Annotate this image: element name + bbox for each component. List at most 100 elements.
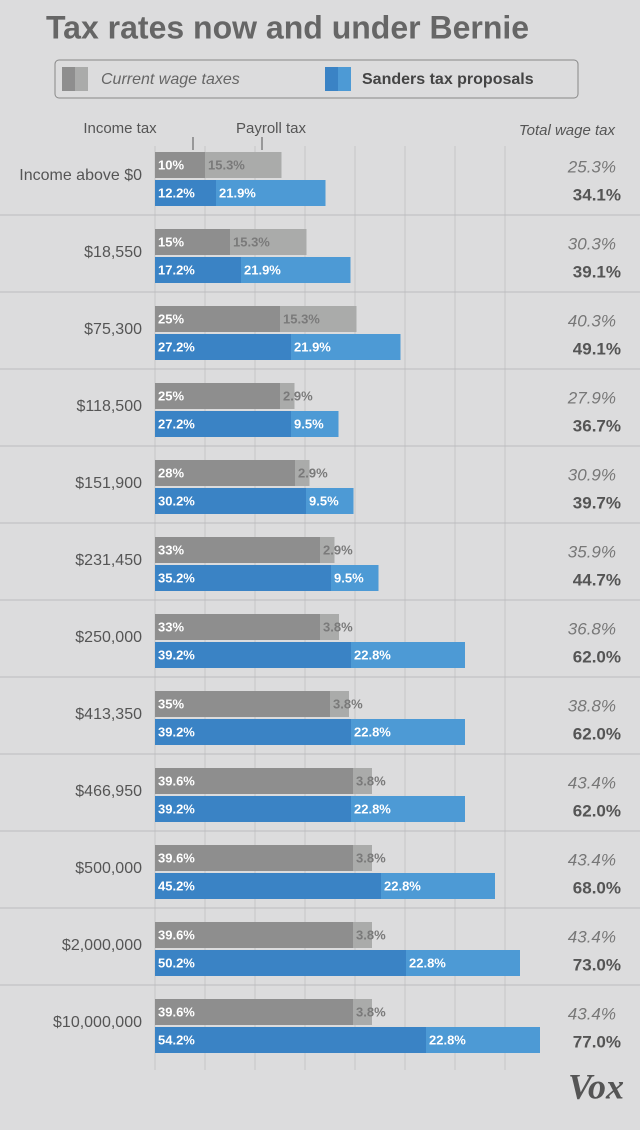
income-bar — [155, 152, 205, 178]
payroll-value-label: 22.8% — [384, 878, 421, 893]
income-bar — [155, 257, 241, 283]
total-label: 62.0% — [573, 647, 621, 666]
total-label: 34.1% — [573, 185, 621, 204]
payroll-value-label: 3.8% — [356, 850, 386, 865]
income-bar — [155, 488, 306, 514]
payroll-bar — [280, 383, 295, 409]
total-label: 73.0% — [573, 955, 621, 974]
income-bar — [155, 180, 216, 206]
income-bar — [155, 334, 291, 360]
income-value-label: 39.6% — [158, 1004, 195, 1019]
total-label: 43.4% — [568, 1004, 616, 1023]
payroll-bar — [381, 873, 495, 899]
payroll-bar — [353, 768, 372, 794]
category-label: $250,000 — [75, 629, 142, 646]
payroll-bar — [331, 565, 379, 591]
income-bar — [155, 306, 280, 332]
income-bar — [155, 614, 320, 640]
legend-label: Sanders tax proposals — [362, 71, 534, 88]
payroll-value-label: 2.9% — [323, 542, 353, 557]
legend-swatch — [75, 67, 88, 91]
income-value-label: 45.2% — [158, 878, 195, 893]
income-value-label: 27.2% — [158, 416, 195, 431]
payroll-bar — [306, 488, 354, 514]
income-value-label: 39.6% — [158, 927, 195, 942]
income-bar — [155, 873, 381, 899]
payroll-value-label: 21.9% — [244, 262, 281, 277]
income-bar — [155, 950, 406, 976]
payroll-value-label: 22.8% — [354, 801, 391, 816]
legend-box — [54, 59, 579, 99]
income-bar — [155, 642, 351, 668]
total-label: 35.9% — [568, 542, 616, 561]
total-label: 68.0% — [573, 878, 621, 897]
total-label: 30.9% — [568, 465, 616, 484]
payroll-value-label: 3.8% — [356, 773, 386, 788]
income-bar — [155, 691, 330, 717]
total-label: 43.4% — [568, 927, 616, 946]
payroll-bar — [205, 152, 282, 178]
income-value-label: 17.2% — [158, 262, 195, 277]
payroll-value-label: 22.8% — [429, 1032, 466, 1047]
income-value-label: 39.6% — [158, 773, 195, 788]
income-bar — [155, 537, 320, 563]
legend-label: Current wage taxes — [101, 71, 240, 88]
total-label: 44.7% — [573, 570, 621, 589]
payroll-bar — [230, 229, 307, 255]
income-value-label: 25% — [158, 388, 184, 403]
total-label: 43.4% — [568, 773, 616, 792]
column-label: Payroll tax — [236, 120, 307, 137]
income-value-label: 54.2% — [158, 1032, 195, 1047]
income-bar — [155, 719, 351, 745]
income-value-label: 39.2% — [158, 724, 195, 739]
payroll-bar — [406, 950, 520, 976]
logo: Vox — [568, 1066, 624, 1106]
income-bar — [155, 229, 230, 255]
category-label: $466,950 — [75, 783, 142, 800]
category-label: $75,300 — [84, 321, 142, 338]
category-label: $2,000,000 — [62, 937, 142, 954]
payroll-bar — [295, 460, 310, 486]
total-label: 43.4% — [568, 850, 616, 869]
total-label: 39.1% — [573, 262, 621, 281]
payroll-bar — [320, 614, 339, 640]
income-value-label: 25% — [158, 311, 184, 326]
total-label: 40.3% — [568, 311, 616, 330]
legend-swatch — [325, 67, 338, 91]
income-bar — [155, 796, 351, 822]
income-bar — [155, 999, 353, 1025]
payroll-value-label: 15.3% — [208, 157, 245, 172]
income-value-label: 30.2% — [158, 493, 195, 508]
total-label: 77.0% — [573, 1032, 621, 1051]
income-bar — [155, 845, 353, 871]
income-value-label: 33% — [158, 542, 184, 557]
income-value-label: 35.2% — [158, 570, 195, 585]
legend-swatch — [62, 67, 75, 91]
income-bar — [155, 768, 353, 794]
income-value-label: 15% — [158, 234, 184, 249]
chart-title: Tax rates now and under Bernie — [46, 9, 529, 45]
income-value-label: 27.2% — [158, 339, 195, 354]
total-label: 36.7% — [573, 416, 621, 435]
total-label: 27.9% — [567, 388, 616, 407]
income-value-label: 33% — [158, 619, 184, 634]
payroll-value-label: 2.9% — [283, 388, 313, 403]
total-label: 36.8% — [568, 619, 616, 638]
payroll-bar — [351, 796, 465, 822]
income-value-label: 12.2% — [158, 185, 195, 200]
payroll-bar — [216, 180, 326, 206]
category-label: Income above $0 — [19, 167, 142, 184]
income-value-label: 10% — [158, 157, 184, 172]
income-bar — [155, 383, 280, 409]
payroll-value-label: 9.5% — [309, 493, 339, 508]
payroll-value-label: 15.3% — [233, 234, 270, 249]
total-label: 62.0% — [573, 724, 621, 743]
payroll-value-label: 21.9% — [219, 185, 256, 200]
column-label: Income tax — [83, 120, 157, 137]
payroll-bar — [291, 411, 339, 437]
income-bar — [155, 922, 353, 948]
total-label: 39.7% — [573, 493, 621, 512]
payroll-value-label: 9.5% — [294, 416, 324, 431]
column-label: Total wage tax — [519, 122, 616, 139]
category-label: $118,500 — [76, 398, 142, 415]
